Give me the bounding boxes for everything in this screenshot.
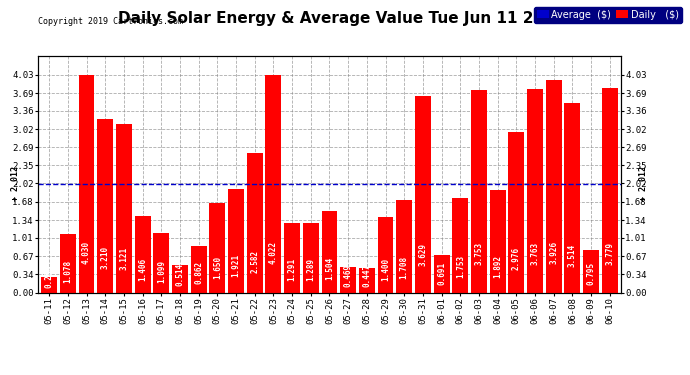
Bar [228,189,244,292]
Bar [247,153,263,292]
Bar [172,265,188,292]
Text: Copyright 2019 Cartronics.com: Copyright 2019 Cartronics.com [38,17,183,26]
Bar [490,190,506,292]
Bar [453,198,469,292]
Text: 1.708: 1.708 [400,256,408,279]
Text: 1.753: 1.753 [456,255,465,278]
Bar [60,234,76,292]
Text: 0.280: 0.280 [45,265,54,288]
Bar [377,217,393,292]
Text: 1.406: 1.406 [138,258,147,280]
Text: + 2.012: + 2.012 [639,166,648,201]
Bar [564,102,580,292]
Text: 1.099: 1.099 [157,260,166,283]
Text: 1.289: 1.289 [306,258,315,281]
Text: 1.892: 1.892 [493,254,502,278]
Text: 3.926: 3.926 [549,241,558,264]
Bar [340,267,356,292]
Text: 2.582: 2.582 [250,250,259,273]
Bar [546,80,562,292]
Bar [190,246,206,292]
Text: 3.514: 3.514 [568,244,577,267]
Text: 2.976: 2.976 [512,248,521,270]
Text: 1.650: 1.650 [213,256,222,279]
Text: 1.400: 1.400 [381,258,390,281]
Bar [415,96,431,292]
Bar [527,89,543,292]
Text: 3.779: 3.779 [605,242,614,265]
Bar [509,132,524,292]
Bar [153,233,169,292]
Text: 0.795: 0.795 [586,261,595,285]
Text: 4.030: 4.030 [82,240,91,264]
Text: 0.691: 0.691 [437,262,446,285]
Bar [396,200,412,292]
Bar [303,223,319,292]
Text: 0.447: 0.447 [362,264,371,287]
Bar [322,211,337,292]
Bar [433,255,450,292]
Text: 0.514: 0.514 [175,263,184,286]
Bar [266,75,282,292]
Bar [97,119,113,292]
Bar [209,203,226,292]
Text: 4.022: 4.022 [269,241,278,264]
Bar [116,124,132,292]
Text: 1.291: 1.291 [288,258,297,281]
Text: 1.504: 1.504 [325,257,334,280]
Text: 3.753: 3.753 [475,242,484,266]
Text: Daily Solar Energy & Average Value Tue Jun 11 20:08: Daily Solar Energy & Average Value Tue J… [118,11,572,26]
Text: 0.862: 0.862 [194,261,203,284]
Bar [583,249,599,292]
Text: 3.210: 3.210 [101,246,110,269]
Text: 3.763: 3.763 [531,242,540,266]
Text: 3.121: 3.121 [119,246,128,270]
Bar [79,75,95,292]
Legend: Average  ($), Daily   ($): Average ($), Daily ($) [534,7,682,22]
Bar [471,90,487,292]
Bar [135,216,150,292]
Bar [284,223,300,292]
Text: 1.078: 1.078 [63,260,72,283]
Bar [359,268,375,292]
Text: + 2.012: + 2.012 [11,166,20,201]
Text: 3.629: 3.629 [418,243,427,266]
Bar [41,278,57,292]
Text: 0.469: 0.469 [344,264,353,287]
Bar [602,88,618,292]
Text: 1.921: 1.921 [232,254,241,278]
